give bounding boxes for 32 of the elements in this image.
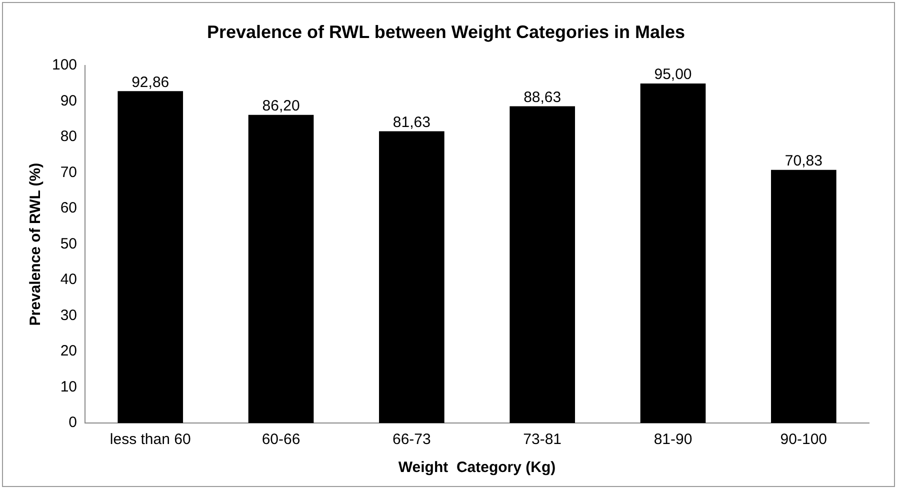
y-tick-label: 90 (60, 92, 78, 110)
y-tick-label: 60 (60, 200, 78, 217)
y-tick-label: 40 (60, 271, 78, 288)
y-tick-label: 0 (68, 414, 78, 432)
bar (771, 170, 836, 423)
data-label: 70,83 (784, 152, 822, 170)
y-tick-label: 100 (52, 56, 78, 74)
y-tick-label: 10 (60, 378, 78, 396)
x-tick-label: 90-100 (780, 431, 828, 448)
bar (118, 91, 184, 423)
x-tick-label: 66-73 (392, 431, 431, 448)
data-label: 95,00 (654, 66, 692, 84)
y-tick-label: 80 (60, 128, 78, 146)
y-axis-title: Prevalence of RWL (%) (27, 162, 44, 326)
chart-title: Prevalence of RWL between Weight Categories in Males (206, 22, 686, 42)
bar (379, 131, 444, 423)
bar (510, 106, 576, 423)
data-label: 92,86 (132, 74, 170, 91)
data-label: 88,63 (524, 88, 562, 106)
bar (248, 114, 314, 423)
x-tick-label: 60-66 (262, 431, 300, 448)
data-label: 81,63 (392, 114, 430, 131)
x-tick-label: 81-90 (654, 431, 692, 448)
data-label: 86,20 (262, 98, 300, 115)
y-tick-label: 70 (60, 164, 78, 181)
bar (640, 83, 706, 423)
y-tick-label: 50 (60, 235, 78, 252)
y-tick-label: 20 (60, 342, 78, 360)
x-tick-label: less than 60 (110, 431, 191, 448)
y-tick-label: 30 (60, 306, 78, 324)
x-tick-label: 73-81 (523, 431, 562, 448)
x-axis-title: Weight Category (Kg) (398, 459, 556, 476)
